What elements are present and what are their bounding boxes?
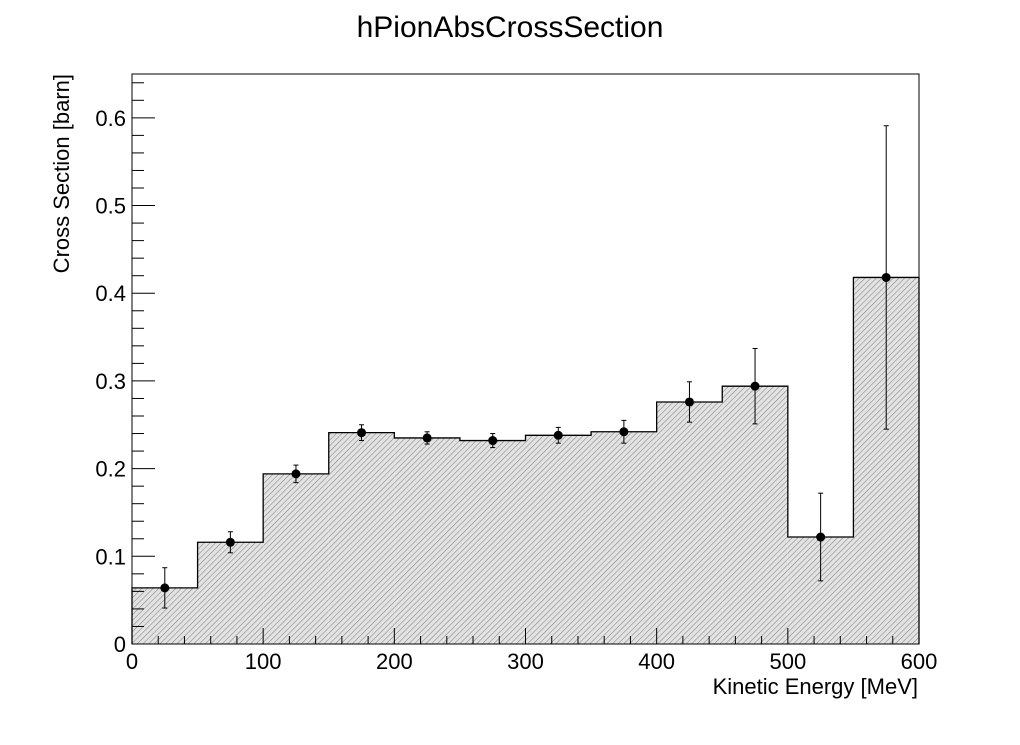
y-tick-label: 0 (114, 632, 126, 657)
data-point-marker (291, 469, 301, 479)
data-point-group (684, 381, 694, 423)
histogram-step-line (131, 276, 920, 644)
histogram-bar (591, 431, 657, 644)
data-point-group (357, 424, 367, 442)
x-tick-label: 400 (638, 649, 675, 674)
data-points (160, 125, 891, 609)
histogram-bars (132, 277, 919, 644)
data-point-group (488, 433, 498, 449)
data-point-marker (619, 427, 629, 437)
x-tick-label: 0 (126, 649, 138, 674)
data-point-marker (881, 272, 891, 282)
histogram-bar (263, 473, 329, 644)
y-axis-label: Cross Section [barn] (49, 74, 74, 273)
histogram-outline (131, 276, 920, 644)
data-point-marker (553, 430, 563, 440)
y-axis-ticks (132, 82, 155, 645)
x-tick-label: 100 (245, 649, 282, 674)
y-tick-label: 0.3 (95, 369, 126, 394)
data-point-marker (422, 433, 432, 443)
histogram-bar (722, 386, 788, 644)
chart-title: hPionAbsCrossSection (357, 11, 664, 44)
data-point-group (881, 125, 891, 430)
data-point-marker (225, 537, 235, 547)
histogram-bar (328, 432, 395, 644)
data-point-group (553, 426, 563, 444)
y-tick-label: 0.5 (95, 194, 126, 219)
x-tick-labels: 0 100 200 300 400 500 600 (126, 649, 937, 674)
x-tick-label: 600 (901, 649, 938, 674)
x-tick-label: 200 (376, 649, 413, 674)
histogram-bar (525, 435, 592, 644)
y-tick-label: 0.6 (95, 106, 126, 131)
y-tick-label: 0.2 (95, 457, 126, 482)
data-point-marker (488, 436, 498, 446)
y-tick-label: 0.1 (95, 544, 126, 569)
x-tick-label: 500 (769, 649, 806, 674)
histogram-bar (197, 542, 264, 644)
data-point-group (619, 419, 629, 444)
x-axis-label: Kinetic Energy [MeV] (713, 674, 918, 699)
data-point-marker (160, 583, 170, 593)
histogram-bar (394, 437, 460, 644)
data-point-marker (750, 381, 760, 391)
y-tick-label: 0.4 (95, 281, 126, 306)
data-point-group (225, 531, 235, 554)
data-point-group (160, 567, 170, 609)
x-tick-label: 300 (507, 649, 544, 674)
data-point-group (750, 347, 760, 425)
data-point-marker (684, 397, 694, 407)
x-axis-ticks (131, 628, 920, 644)
y-tick-labels: 0 0.1 0.2 0.3 0.4 0.5 0.6 (95, 106, 126, 657)
data-point-marker (816, 532, 826, 542)
data-point-marker (357, 428, 367, 438)
histogram-bar (656, 401, 723, 644)
data-point-group (291, 464, 301, 484)
histogram-bar (459, 440, 526, 644)
data-point-group (816, 492, 826, 582)
data-point-group (422, 431, 432, 445)
